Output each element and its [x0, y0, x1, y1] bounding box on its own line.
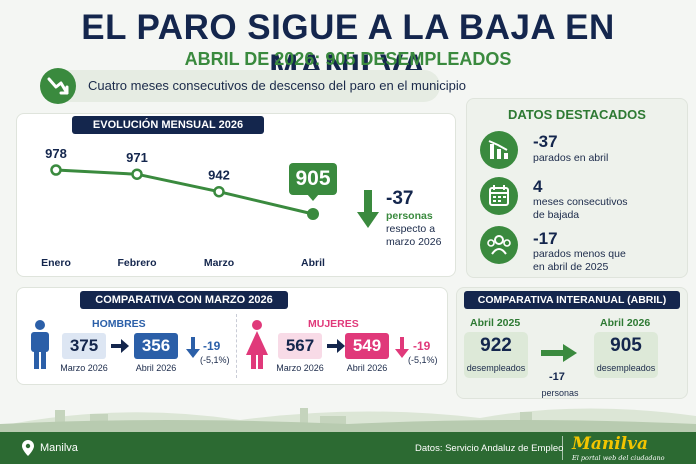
series-line: [55, 168, 314, 216]
men-arrow-icon: [111, 339, 129, 358]
monthly-delta-label: personas: [386, 210, 433, 222]
highlight-2-value: 4: [533, 177, 543, 196]
women-april-value: 549: [345, 333, 389, 359]
highlight-2-text-1: meses consecutivos: [533, 196, 628, 208]
latest-value: 905: [295, 167, 331, 190]
manilva-logo: Manilva El portal web del ciudadano: [572, 434, 690, 464]
interannual-right-label: desempleados: [596, 363, 656, 373]
skyline-illustration: [0, 396, 696, 437]
x-tick-marzo: Marzo: [204, 257, 234, 269]
men-pct: (-5,1%): [200, 355, 230, 365]
women-april-label: Abril 2026: [346, 363, 388, 373]
men-march-label: Marzo 2026: [60, 363, 108, 373]
data-point-febrero: [131, 168, 143, 180]
evolution-card: [16, 113, 456, 277]
data-point-enero: [50, 164, 62, 176]
men-label: HOMBRES: [92, 318, 146, 330]
data-point-marzo: [213, 185, 225, 198]
highlight-1-value: -37: [533, 132, 558, 151]
men-down-icon: [186, 337, 200, 364]
interannual-delta-label: personas: [541, 388, 579, 398]
footer-separator: [562, 436, 563, 460]
latest-value-callout: 905: [289, 163, 337, 195]
interannual-delta: -17: [549, 371, 565, 383]
interannual-left-box: [464, 332, 528, 378]
data-point-abril: [307, 208, 319, 220]
interannual-left-year: Abril 2025: [470, 317, 521, 329]
men-april-value: 356: [134, 333, 178, 359]
highlight-2-text-2: de bajada: [533, 209, 580, 221]
interannual-heading: COMPARATIVA INTERANUAL (ABRIL): [464, 291, 680, 309]
highlight-3-text-2: en abril de 2025: [533, 261, 609, 273]
evolution-heading: EVOLUCIÓN MENSUAL 2026: [72, 116, 264, 134]
women-march-value: 567: [278, 333, 322, 359]
women-label: MUJERES: [308, 318, 359, 330]
interannual-arrow-icon: [541, 344, 577, 367]
monthly-delta-note-2: marzo 2026: [386, 236, 442, 248]
x-tick-abril: Abril: [301, 257, 325, 269]
summary-banner: [40, 70, 440, 102]
men-march-value: 375: [62, 333, 106, 359]
footer-source: Datos: Servicio Andaluz de Empleo: [415, 443, 564, 454]
interannual-right-value: 905: [610, 335, 642, 356]
line-chart: 978 Enero 971 Febrero 942 Marzo Abril: [41, 146, 325, 269]
march-comparison-heading: COMPARATIVA CON MARZO 2026: [80, 291, 288, 309]
highlights-heading: DATOS DESTACADOS: [508, 107, 646, 122]
page-subtitle: ABRIL DE 2026: 905 DESEMPLEADOS: [184, 49, 512, 69]
location-pin-icon: [22, 440, 34, 461]
summary-banner-text: Cuatro meses consecutivos de descenso de…: [88, 78, 466, 93]
section-divider: [236, 314, 237, 378]
women-down-icon: [395, 337, 409, 364]
monthly-delta-value: -37: [386, 188, 414, 209]
calendar-icon: [480, 177, 518, 215]
interannual-right-year: Abril 2026: [600, 317, 651, 329]
data-label-febrero: 971: [126, 150, 148, 165]
logo-tagline: El portal web del ciudadano: [572, 454, 665, 462]
interannual-left-label: desempleados: [466, 363, 526, 373]
men-april-label: Abril 2026: [135, 363, 177, 373]
man-icon: [28, 319, 52, 376]
logo-wordmark: Manilva: [572, 434, 649, 454]
highlight-1-text: parados en abril: [533, 152, 609, 164]
footer-bar: [0, 432, 696, 464]
women-march-label: Marzo 2026: [276, 363, 324, 373]
people-group-icon: [480, 226, 518, 264]
men-delta: -19: [203, 339, 221, 353]
trend-down-icon: [40, 68, 76, 104]
data-label-marzo: 942: [208, 168, 230, 183]
x-tick-febrero: Febrero: [117, 257, 156, 269]
data-label-enero: 978: [45, 146, 67, 161]
monthly-delta-note-1: respecto a: [386, 223, 436, 235]
footer-location: Manilva: [40, 442, 78, 454]
x-tick-enero: Enero: [41, 257, 71, 269]
women-pct: (-5,1%): [408, 355, 438, 365]
bar-chart-down-icon: [480, 131, 518, 169]
woman-icon: [244, 319, 270, 376]
down-arrow-icon: [357, 188, 379, 235]
interannual-left-value: 922: [480, 335, 512, 356]
women-delta: -19: [413, 339, 431, 353]
women-arrow-icon: [327, 339, 345, 358]
callout-pointer: [307, 194, 319, 201]
page-title: EL PARO SIGUE A LA BAJA EN MANILVA: [81, 8, 615, 87]
interannual-right-box: [594, 332, 658, 378]
highlight-3-value: -17: [533, 229, 558, 248]
highlight-3-text-1: parados menos que: [533, 248, 626, 260]
